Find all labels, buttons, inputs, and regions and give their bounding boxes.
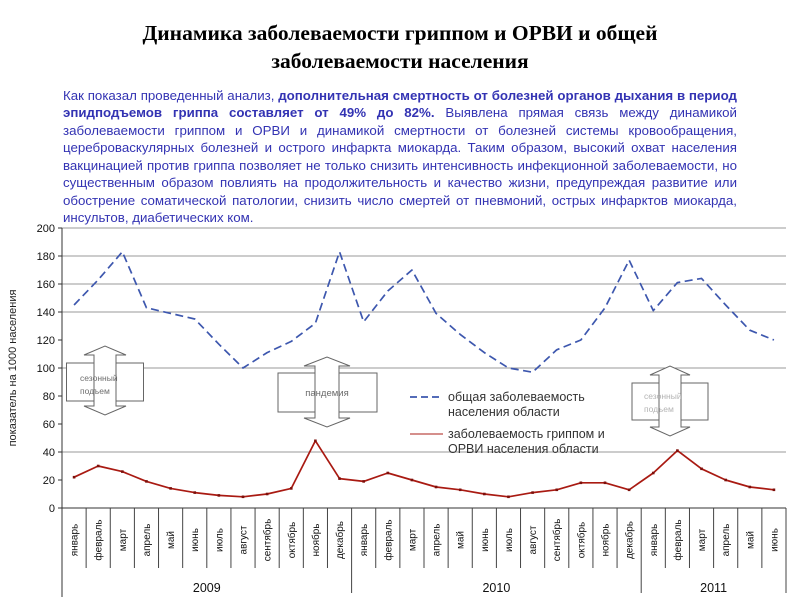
data-point-marker [434,485,438,489]
month-label: декабрь [334,521,346,559]
intro-paragraph: Как показал проведенный анализ, дополнит… [63,87,737,227]
data-point-marker [193,491,197,494]
data-point-marker [700,467,703,471]
data-point-marker [555,488,559,492]
y-tick-label: 60 [43,419,55,431]
callout-label: пандемия [305,388,348,399]
month-label: апрель [721,524,732,557]
data-point-marker [145,480,148,483]
up-down-arrow-icon [303,356,351,428]
y-tick-label: 200 [37,223,55,235]
paragraph-intro: Как показал проведенный анализ, [63,88,279,103]
month-label: март [118,528,129,551]
data-point-marker [724,478,727,482]
month-label: январь [70,524,81,556]
data-point-marker [748,485,752,489]
data-point-marker [96,464,100,468]
y-tick-label: 140 [37,307,55,319]
series-line-flu-orvi [73,439,775,498]
month-label: февраль [382,519,394,560]
data-point-marker [386,471,390,475]
month-label: ноябрь [600,524,612,557]
up-down-arrow-icon [649,365,691,437]
data-point-marker [314,439,317,443]
data-point-marker [458,488,462,492]
month-label: декабрь [624,521,636,559]
legend-label: общая заболеваемость [448,390,585,404]
month-label: март [697,528,708,551]
y-tick-label: 100 [37,363,55,375]
data-point-marker [241,495,245,499]
data-point-marker [531,491,534,494]
legend-label: заболеваемость гриппом и [448,427,605,441]
series-line-total-illness [73,250,775,374]
up-down-arrow-icon [83,345,127,416]
month-label: октябрь [286,522,298,559]
data-point-marker [507,495,510,499]
data-point-marker [217,494,221,497]
month-label: август [239,525,250,554]
month-label: февраль [672,519,684,560]
data-point-marker [579,481,583,485]
y-tick-label: 160 [37,279,55,291]
callout-label: подъем [644,404,674,414]
slide-title-line1: Динамика заболеваемости гриппом и ОРВИ и… [142,21,658,45]
data-point-marker [603,481,607,485]
slide-title: Динамика заболеваемости гриппом и ОРВИ и… [70,20,730,75]
month-label: июль [504,528,515,552]
month-label: февраль [93,519,105,560]
month-label: апрель [432,524,443,557]
month-label: май [166,531,177,549]
month-label: сентябрь [262,519,274,562]
data-point-marker [651,471,655,475]
month-label: апрель [142,524,153,557]
data-point-marker [483,492,486,496]
data-point-marker [676,449,679,452]
paragraph-bold-claim: дополнительная смертность от болезней ор… [63,88,737,121]
month-label: июнь [190,528,201,552]
data-point-marker [169,487,172,490]
month-label: ноябрь [310,524,322,557]
month-label: сентябрь [551,519,563,562]
month-label: октябрь [575,522,587,559]
y-tick-label: 120 [37,335,55,347]
y-tick-label: 20 [43,475,55,487]
data-point-marker [338,477,341,480]
y-tick-label: 80 [43,391,55,403]
data-point-marker [121,470,124,473]
callout-label: подъем [80,386,110,396]
month-label: июнь [480,528,491,552]
slide-title-line2: заболеваемости населения [271,48,529,73]
data-point-marker [410,478,414,482]
year-label: 2009 [193,581,221,595]
callout-label: сезонный [80,373,118,383]
month-label: май [745,531,756,549]
year-label: 2010 [482,581,510,595]
y-tick-label: 0 [49,503,55,515]
month-label: май [456,531,467,549]
y-tick-label: 180 [37,251,55,263]
callout-label: сезонный [644,391,682,401]
y-axis-title: показатель на 1000 населения [7,290,19,447]
paragraph-rest: Выявлена прямая связь между динамикой за… [63,105,737,226]
month-label: июнь [769,528,780,552]
legend-label: ОРВИ населения области [448,442,599,456]
month-label: январь [359,524,370,556]
data-point-marker [362,480,365,483]
data-point-marker [72,475,76,479]
data-point-marker [627,488,631,492]
y-tick-label: 40 [43,447,55,459]
month-label: март [407,528,418,551]
month-label: август [528,525,539,554]
data-point-marker [289,487,293,490]
month-label: январь [649,524,660,556]
data-point-marker [772,488,776,492]
legend-label: населения области [448,405,560,419]
year-label: 2011 [700,581,727,595]
month-label: июль [214,528,225,552]
data-point-marker [265,492,269,496]
